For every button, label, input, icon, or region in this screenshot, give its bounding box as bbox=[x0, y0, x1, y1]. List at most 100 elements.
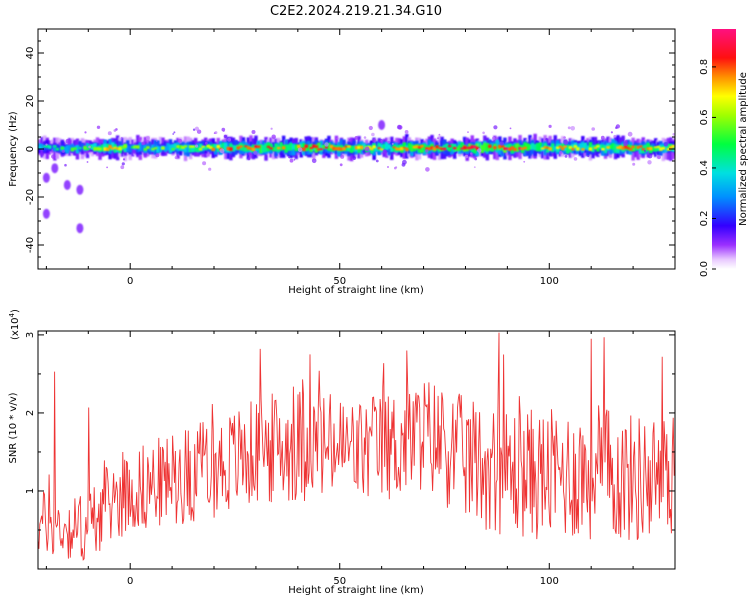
spectrogram-cell bbox=[445, 143, 449, 150]
spectrogram-cell bbox=[148, 147, 153, 152]
spectrogram-cell bbox=[279, 142, 283, 151]
spectrogram-speck bbox=[270, 127, 273, 130]
spectrogram-cell bbox=[651, 146, 655, 152]
spectrogram-cell bbox=[98, 147, 102, 151]
spectrogram-speck bbox=[121, 162, 125, 166]
spectrogram-cell bbox=[490, 142, 495, 150]
spectrogram-cell bbox=[432, 147, 437, 151]
spectrogram-cell bbox=[43, 144, 47, 152]
spectrogram-cell bbox=[329, 147, 334, 152]
spectrogram-speck bbox=[271, 134, 276, 139]
spectrogram-cell bbox=[561, 147, 565, 151]
spectrogram-cell bbox=[53, 145, 57, 152]
spectrogram-speck bbox=[156, 140, 158, 142]
spectrogram-cell bbox=[586, 145, 590, 151]
spectrogram-cell bbox=[324, 146, 329, 149]
spectrogram-cell bbox=[659, 144, 663, 150]
spectrogram-cell bbox=[40, 144, 44, 150]
spectrogram-speck bbox=[563, 139, 569, 145]
spectrogram-cell bbox=[623, 145, 628, 149]
spectrogram-cell bbox=[601, 144, 605, 150]
spectrogram-speck bbox=[467, 131, 469, 134]
x-tick-label: 50 bbox=[333, 576, 346, 587]
spectrogram-speck bbox=[155, 153, 160, 158]
spectrogram-cell bbox=[138, 142, 143, 152]
spectrogram-cell bbox=[603, 144, 608, 154]
spectrogram-cell bbox=[545, 145, 550, 153]
spectrogram-cell bbox=[382, 144, 386, 150]
spectrogram-cell bbox=[171, 143, 175, 152]
spectrogram-cell bbox=[508, 147, 512, 151]
spectrogram-cell bbox=[241, 144, 246, 151]
spectrogram-cell bbox=[369, 147, 374, 151]
spectrogram-cell bbox=[214, 144, 218, 155]
spectrogram-outlier bbox=[76, 184, 84, 195]
spectrogram-cell bbox=[342, 147, 346, 151]
spectrogram-cell bbox=[289, 143, 293, 151]
spectrogram-cell bbox=[309, 147, 314, 149]
spectrogram-cell bbox=[314, 145, 319, 148]
spectrogram-speck bbox=[291, 140, 295, 144]
spectrogram-cell bbox=[473, 145, 477, 154]
spectrogram-cell bbox=[631, 145, 635, 149]
spectrogram-cell bbox=[377, 147, 381, 150]
spectrogram-cell bbox=[123, 144, 127, 148]
spectrogram-cell bbox=[556, 146, 560, 149]
spectrogram-cell bbox=[131, 146, 135, 149]
spectrogram-cell bbox=[515, 143, 520, 152]
spectrogram-speck bbox=[610, 131, 614, 134]
y-tick-label: 0 bbox=[25, 146, 36, 152]
spectrogram-cell bbox=[156, 146, 160, 153]
spectrogram-cell bbox=[387, 144, 391, 149]
spectrogram-speck bbox=[223, 134, 227, 138]
spectrogram-speck bbox=[615, 124, 621, 129]
spectrogram-cell bbox=[450, 144, 454, 155]
spectrogram-cell bbox=[136, 145, 140, 149]
spectrogram-cell bbox=[425, 147, 429, 150]
spectrogram-speck bbox=[402, 159, 407, 165]
spectrogram-cell bbox=[593, 146, 598, 149]
spectrogram-cell bbox=[581, 143, 585, 152]
spectrogram-cell bbox=[631, 145, 635, 152]
spectrogram-cell bbox=[430, 146, 434, 150]
spectrogram-cell bbox=[359, 145, 364, 150]
spectrogram-cell bbox=[229, 147, 233, 151]
spectrogram-speck bbox=[613, 134, 617, 138]
spectrogram-cell bbox=[633, 145, 638, 151]
spectrogram-cell bbox=[286, 144, 291, 151]
spectrogram-cell bbox=[543, 146, 547, 149]
spectrogram-cell bbox=[596, 145, 600, 148]
spectrogram-cell bbox=[214, 144, 218, 149]
spectrogram-cell bbox=[211, 143, 215, 151]
spectrogram-cell bbox=[173, 143, 178, 150]
spectrogram-cell bbox=[226, 146, 231, 151]
spectrogram-cell bbox=[503, 147, 507, 150]
figure-title: C2E2.2024.219.21.34.G10 bbox=[270, 4, 442, 19]
spectrogram-cell bbox=[601, 148, 605, 151]
spectrogram-cell bbox=[563, 147, 567, 152]
spectrogram-ylabel: Frequency (Hz) bbox=[8, 111, 19, 187]
spectrogram-cell bbox=[525, 143, 530, 151]
spectrogram-cell bbox=[239, 145, 243, 148]
spectrogram-cell bbox=[274, 143, 278, 152]
x-tick-label: 50 bbox=[333, 276, 346, 287]
spectrogram-cell bbox=[231, 145, 236, 152]
spectrogram-cell bbox=[344, 144, 349, 151]
y-tick-label: 3 bbox=[25, 332, 36, 338]
spectrogram-cell bbox=[153, 147, 158, 150]
spectrogram-speck bbox=[289, 158, 294, 163]
spectrogram-cell bbox=[83, 145, 87, 150]
spectrogram-cell bbox=[103, 147, 107, 151]
spectrogram-cell bbox=[468, 146, 472, 150]
snr-ticks: 0 50 100 1 2 3 bbox=[25, 331, 676, 587]
spectrogram-speck bbox=[121, 136, 123, 139]
spectrogram-cell bbox=[435, 145, 439, 149]
spectrogram-outlier bbox=[63, 180, 71, 190]
spectrogram-speck bbox=[293, 158, 296, 161]
spectrogram-cell bbox=[626, 147, 630, 150]
spectrogram-cell bbox=[535, 142, 540, 152]
spectrogram-cell bbox=[269, 143, 273, 150]
spectrogram-cell bbox=[193, 145, 198, 152]
spectrogram-speck bbox=[477, 148, 482, 153]
